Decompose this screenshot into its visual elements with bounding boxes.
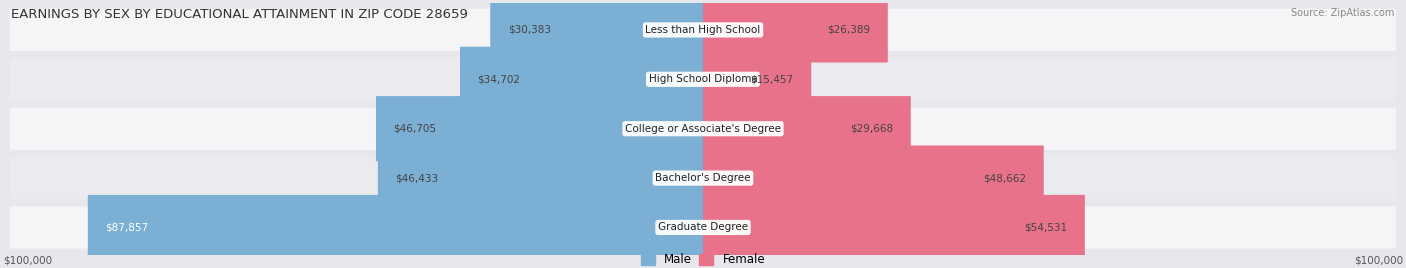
FancyBboxPatch shape bbox=[703, 47, 811, 112]
Text: High School Diploma: High School Diploma bbox=[648, 74, 758, 84]
FancyBboxPatch shape bbox=[460, 47, 703, 112]
Text: $100,000: $100,000 bbox=[1354, 255, 1403, 265]
Text: $48,662: $48,662 bbox=[983, 173, 1026, 183]
FancyBboxPatch shape bbox=[378, 146, 703, 211]
FancyBboxPatch shape bbox=[375, 96, 703, 161]
Text: $54,531: $54,531 bbox=[1024, 222, 1067, 232]
Legend: Male, Female: Male, Female bbox=[638, 251, 768, 268]
FancyBboxPatch shape bbox=[703, 146, 1043, 211]
Text: Source: ZipAtlas.com: Source: ZipAtlas.com bbox=[1291, 8, 1395, 18]
FancyBboxPatch shape bbox=[10, 206, 1396, 249]
Text: $29,668: $29,668 bbox=[851, 124, 893, 134]
Text: Less than High School: Less than High School bbox=[645, 25, 761, 35]
Text: $15,457: $15,457 bbox=[751, 74, 794, 84]
FancyBboxPatch shape bbox=[491, 0, 703, 62]
FancyBboxPatch shape bbox=[703, 0, 887, 62]
Text: $34,702: $34,702 bbox=[478, 74, 520, 84]
FancyBboxPatch shape bbox=[10, 58, 1396, 100]
Text: Bachelor's Degree: Bachelor's Degree bbox=[655, 173, 751, 183]
Text: $87,857: $87,857 bbox=[105, 222, 149, 232]
Text: EARNINGS BY SEX BY EDUCATIONAL ATTAINMENT IN ZIP CODE 28659: EARNINGS BY SEX BY EDUCATIONAL ATTAINMEN… bbox=[11, 8, 468, 21]
Text: College or Associate's Degree: College or Associate's Degree bbox=[626, 124, 780, 134]
FancyBboxPatch shape bbox=[10, 107, 1396, 150]
Text: $26,389: $26,389 bbox=[827, 25, 870, 35]
Text: $46,705: $46,705 bbox=[394, 124, 436, 134]
Text: Graduate Degree: Graduate Degree bbox=[658, 222, 748, 232]
FancyBboxPatch shape bbox=[703, 96, 911, 161]
Text: $30,383: $30,383 bbox=[508, 25, 551, 35]
Text: $46,433: $46,433 bbox=[395, 173, 439, 183]
Text: $100,000: $100,000 bbox=[3, 255, 52, 265]
FancyBboxPatch shape bbox=[87, 195, 703, 260]
FancyBboxPatch shape bbox=[703, 195, 1085, 260]
FancyBboxPatch shape bbox=[10, 9, 1396, 51]
FancyBboxPatch shape bbox=[10, 157, 1396, 199]
